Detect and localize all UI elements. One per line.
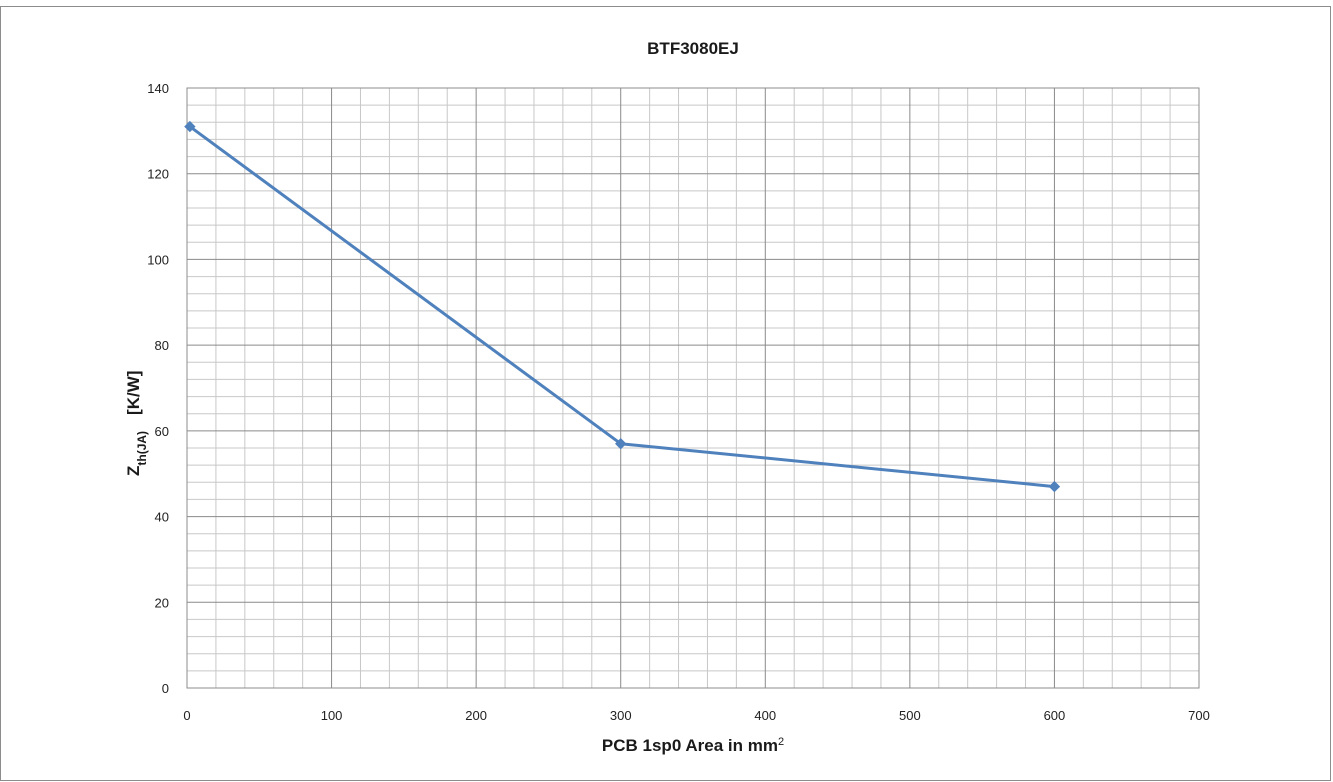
y-tick-label: 80 [155, 338, 169, 353]
y-tick-label: 60 [155, 424, 169, 439]
chart-frame: 0 20 40 60 80 100 120 140 0 100 200 300 400 500 600 70… [0, 6, 1331, 781]
y-tick-label: 140 [147, 81, 169, 96]
x-axis-title-superscript: 2 [778, 736, 784, 748]
y-tick-label: 100 [147, 252, 169, 267]
chart-canvas: 0 20 40 60 80 100 120 140 0 100 200 300 400 500 600 70… [124, 39, 1210, 755]
x-axis-title: PCB 1sp0 Area in mm2 [602, 736, 784, 755]
y-axis-title-subscript: th(JA) [135, 431, 149, 466]
y-axis-title-unit: [K/W] [124, 371, 143, 415]
y-tick-label: 40 [155, 510, 169, 525]
x-tick-label: 500 [899, 708, 921, 723]
major-gridlines [186, 87, 1200, 689]
y-axis-title: Zth(JA) [K/W] [124, 371, 149, 476]
y-tick-label: 0 [162, 681, 169, 696]
x-tick-label: 100 [321, 708, 343, 723]
x-tick-label: 600 [1044, 708, 1066, 723]
data-point-marker [184, 120, 196, 133]
y-tick-label: 120 [147, 167, 169, 182]
series-layer [184, 120, 1061, 493]
x-tick-label: 400 [754, 708, 776, 723]
x-tick-label: 0 [183, 708, 190, 723]
y-axis-tick-labels: 0 20 40 60 80 100 120 140 [147, 81, 169, 696]
x-tick-label: 200 [465, 708, 487, 723]
data-point-marker [1048, 480, 1061, 493]
x-axis-tick-labels: 0 100 200 300 400 500 600 700 [183, 708, 1209, 723]
series-line [189, 125, 1055, 489]
data-point-marker [615, 438, 627, 450]
y-tick-label: 20 [155, 595, 169, 610]
plot-area-border [186, 87, 1200, 689]
x-tick-label: 300 [610, 708, 632, 723]
y-axis-title-main: Z [124, 466, 143, 476]
x-axis-title-main: PCB 1sp0 Area in mm [602, 736, 778, 755]
minor-gridlines [187, 88, 1199, 688]
x-tick-label: 700 [1188, 708, 1210, 723]
chart-title: BTF3080EJ [647, 39, 739, 58]
